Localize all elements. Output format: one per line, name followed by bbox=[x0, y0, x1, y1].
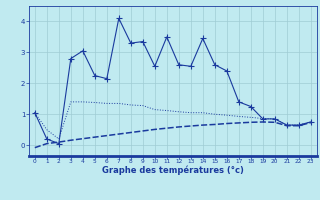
X-axis label: Graphe des températures (°c): Graphe des températures (°c) bbox=[102, 166, 244, 175]
